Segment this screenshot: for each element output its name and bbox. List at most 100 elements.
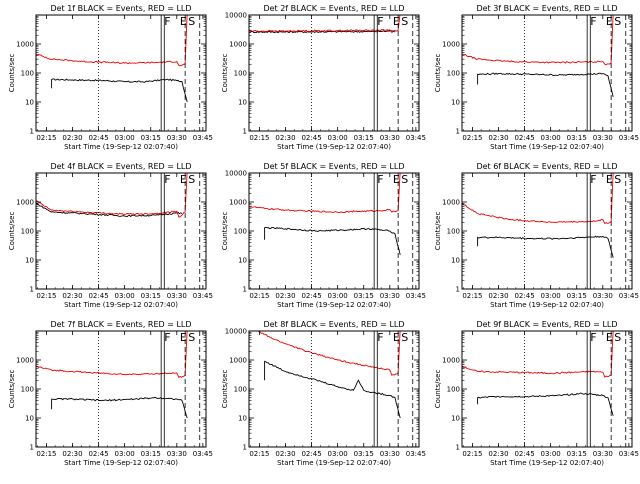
series-layer bbox=[462, 331, 614, 416]
x-tick-label: 03:15 bbox=[141, 450, 161, 458]
y-tick-label: 10000 bbox=[225, 328, 247, 336]
x-tick-label: 02:15 bbox=[36, 450, 56, 458]
panel-title: Det 2f BLACK = Events, RED = LLD bbox=[263, 4, 404, 13]
x-tick-label: 03:00 bbox=[328, 450, 348, 458]
y-tick-label: 1 bbox=[243, 444, 247, 452]
y-tick-label: 10 bbox=[238, 99, 247, 107]
x-tick-label: 03:00 bbox=[541, 134, 561, 142]
y-tick-label: 100 bbox=[21, 228, 34, 236]
y-tick-label: 1000 bbox=[442, 357, 460, 365]
x-tick-label: 03:00 bbox=[328, 134, 348, 142]
panel-2: Det 2f BLACK = Events, RED = LLD F E S 1 10 10… bbox=[221, 4, 426, 151]
x-tick-label: 03:30 bbox=[593, 292, 613, 300]
panel-title: Det 1f BLACK = Events, RED = LLD bbox=[50, 4, 191, 13]
x-tick-label: 02:30 bbox=[488, 450, 508, 458]
series-layer bbox=[462, 15, 614, 98]
series-layer bbox=[36, 331, 188, 419]
y-tick-label: 100 bbox=[447, 386, 460, 394]
marker-label: F bbox=[377, 331, 383, 344]
panel-title: Det 4f BLACK = Events, RED = LLD bbox=[50, 162, 191, 171]
x-tick-label: 03:45 bbox=[619, 450, 639, 458]
y-axis-label: Counts/sec bbox=[434, 370, 442, 409]
x-tick-label: 03:30 bbox=[167, 450, 187, 458]
x-tick-label: 02:45 bbox=[301, 292, 321, 300]
x-tick-label: 03:15 bbox=[141, 292, 161, 300]
panel-title: Det 6f BLACK = Events, RED = LLD bbox=[476, 162, 617, 171]
x-axis-label: Start Time (19-Sep-12 02:07:40) bbox=[64, 301, 178, 309]
y-tick-label: 10 bbox=[451, 415, 460, 423]
x-tick-label: 02:15 bbox=[462, 134, 482, 142]
panel-title: Det 8f BLACK = Events, RED = LLD bbox=[263, 320, 404, 329]
axes-frame bbox=[248, 330, 420, 448]
marker-label: E bbox=[180, 331, 187, 344]
y-tick-label: 100 bbox=[447, 228, 460, 236]
marker-label: S bbox=[401, 331, 408, 344]
y-axis-label: Counts/sec bbox=[221, 54, 229, 93]
x-tick-label: 02:45 bbox=[514, 450, 534, 458]
series-line-events bbox=[36, 202, 183, 218]
marker-label: S bbox=[614, 173, 621, 186]
x-tick-label: 02:45 bbox=[301, 134, 321, 142]
y-tick-label: 10 bbox=[451, 257, 460, 265]
x-tick-label: 03:15 bbox=[354, 292, 374, 300]
x-tick-label: 03:30 bbox=[593, 134, 613, 142]
panel-title: Det 7f BLACK = Events, RED = LLD bbox=[50, 320, 191, 329]
x-tick-label: 02:30 bbox=[62, 292, 82, 300]
x-axis-label: Start Time (19-Sep-12 02:07:40) bbox=[490, 301, 604, 309]
y-axis-label: Counts/sec bbox=[434, 54, 442, 93]
x-axis-label: Start Time (19-Sep-12 02:07:40) bbox=[277, 143, 391, 151]
x-tick-label: 03:45 bbox=[619, 134, 639, 142]
marker-label: E bbox=[180, 15, 187, 28]
x-tick-label: 02:15 bbox=[462, 292, 482, 300]
x-tick-label: 02:30 bbox=[62, 134, 82, 142]
panel-title: Det 3f BLACK = Events, RED = LLD bbox=[476, 4, 617, 13]
panel-7: Det 7f BLACK = Events, RED = LLD F E S 1 10 10… bbox=[8, 320, 213, 467]
x-tick-label: 03:00 bbox=[115, 450, 135, 458]
series-line-events bbox=[51, 78, 188, 103]
x-tick-label: 03:45 bbox=[193, 292, 213, 300]
x-tick-label: 02:45 bbox=[88, 450, 108, 458]
panel-title: Det 5f BLACK = Events, RED = LLD bbox=[263, 162, 404, 171]
marker-label: E bbox=[393, 15, 400, 28]
y-tick-label: 100 bbox=[21, 70, 34, 78]
x-axis-label: Start Time (19-Sep-12 02:07:40) bbox=[277, 459, 391, 467]
x-axis-label: Start Time (19-Sep-12 02:07:40) bbox=[277, 301, 391, 309]
panel-5: Det 5f BLACK = Events, RED = LLD F E S 1 10 10… bbox=[221, 162, 426, 309]
y-axis-label: Counts/sec bbox=[434, 212, 442, 251]
x-axis-label: Start Time (19-Sep-12 02:07:40) bbox=[490, 143, 604, 151]
series-layer bbox=[249, 173, 401, 256]
series-line-lld bbox=[36, 15, 188, 67]
panel-9: Det 9f BLACK = Events, RED = LLD F E S 1 10 10… bbox=[434, 320, 639, 467]
marker-label: F bbox=[164, 15, 170, 28]
y-tick-label: 10 bbox=[451, 99, 460, 107]
x-tick-label: 03:15 bbox=[567, 134, 587, 142]
axes-frame bbox=[35, 172, 207, 290]
series-line-lld bbox=[256, 331, 401, 376]
y-tick-label: 1 bbox=[30, 286, 34, 294]
x-tick-label: 02:15 bbox=[36, 134, 56, 142]
x-tick-label: 02:45 bbox=[301, 450, 321, 458]
x-tick-label: 02:15 bbox=[36, 292, 56, 300]
series-line-lld bbox=[462, 15, 614, 66]
x-tick-label: 03:00 bbox=[541, 450, 561, 458]
series-line-lld bbox=[462, 331, 614, 378]
x-tick-label: 03:30 bbox=[593, 450, 613, 458]
series-line-events bbox=[264, 360, 401, 419]
marker-label: F bbox=[590, 331, 596, 344]
marker-label: F bbox=[590, 173, 596, 186]
y-tick-label: 100 bbox=[447, 70, 460, 78]
marker-label: E bbox=[180, 173, 187, 186]
series-line-events bbox=[264, 226, 401, 256]
y-tick-label: 1 bbox=[243, 286, 247, 294]
x-tick-label: 03:30 bbox=[167, 134, 187, 142]
y-tick-label: 100 bbox=[234, 228, 247, 236]
x-tick-label: 02:45 bbox=[514, 134, 534, 142]
marker-label: E bbox=[606, 15, 613, 28]
y-tick-label: 10 bbox=[238, 257, 247, 265]
y-tick-label: 1 bbox=[243, 128, 247, 136]
x-tick-label: 03:45 bbox=[406, 292, 426, 300]
axes-frame bbox=[35, 330, 207, 448]
x-tick-label: 03:15 bbox=[141, 134, 161, 142]
